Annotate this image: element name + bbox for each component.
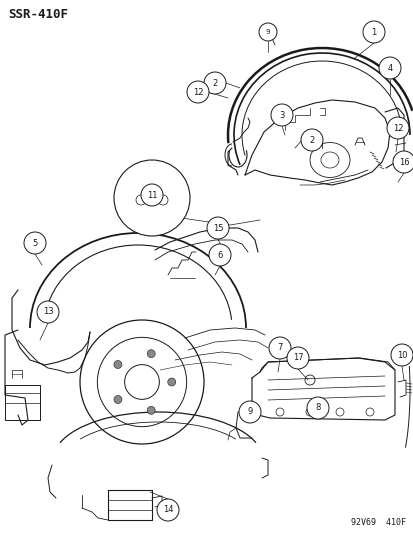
Text: 92V69  410F: 92V69 410F (350, 518, 405, 527)
Text: 12: 12 (192, 87, 203, 96)
Circle shape (238, 401, 260, 423)
Text: SSR-410F: SSR-410F (8, 8, 68, 21)
Circle shape (114, 395, 122, 403)
Circle shape (209, 244, 230, 266)
Circle shape (147, 350, 155, 358)
Circle shape (167, 378, 176, 386)
Text: 14: 14 (162, 505, 173, 514)
Circle shape (271, 104, 292, 126)
Circle shape (392, 151, 413, 173)
Circle shape (37, 301, 59, 323)
Text: 6: 6 (217, 251, 222, 260)
Text: 2: 2 (212, 78, 217, 87)
Circle shape (147, 406, 155, 414)
Text: 12: 12 (392, 124, 402, 133)
Text: 5: 5 (32, 238, 38, 247)
Circle shape (114, 360, 122, 368)
Text: 16: 16 (398, 157, 408, 166)
Text: 9: 9 (265, 29, 270, 35)
Circle shape (187, 81, 209, 103)
Circle shape (362, 21, 384, 43)
Text: 11: 11 (146, 190, 157, 199)
Circle shape (390, 344, 412, 366)
Circle shape (24, 232, 46, 254)
Circle shape (378, 57, 400, 79)
Text: 1: 1 (370, 28, 376, 36)
Text: 13: 13 (43, 308, 53, 317)
Circle shape (300, 129, 322, 151)
Text: 7: 7 (277, 343, 282, 352)
Text: 15: 15 (212, 223, 223, 232)
Circle shape (286, 347, 308, 369)
Text: 9: 9 (247, 408, 252, 416)
Circle shape (306, 397, 328, 419)
Text: 17: 17 (292, 353, 303, 362)
Circle shape (157, 499, 178, 521)
Text: 8: 8 (315, 403, 320, 413)
Circle shape (114, 160, 190, 236)
Text: 10: 10 (396, 351, 406, 359)
Circle shape (259, 23, 276, 41)
Circle shape (268, 337, 290, 359)
Circle shape (141, 184, 163, 206)
Circle shape (206, 217, 228, 239)
Text: 4: 4 (387, 63, 392, 72)
Circle shape (204, 72, 225, 94)
Circle shape (386, 117, 408, 139)
Text: 2: 2 (309, 135, 314, 144)
Text: 3: 3 (279, 110, 284, 119)
